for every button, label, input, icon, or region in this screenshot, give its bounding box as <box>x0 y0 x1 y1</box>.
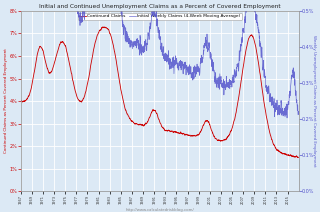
Title: Initial and Continued Unemployment Claims as a Percent of Covered Employment: Initial and Continued Unemployment Claim… <box>39 4 281 9</box>
Y-axis label: Weekly Unemployment Claims as Percent Covered Employment: Weekly Unemployment Claims as Percent Co… <box>312 35 316 167</box>
Continued Claims <box>296 156 300 159</box>
Line: Initial Weekly Claims (4-Week Moving Average): Initial Weekly Claims (4-Week Moving Ave… <box>21 0 299 118</box>
Continued Claims <box>19 99 23 102</box>
Continued Claims <box>235 107 239 109</box>
Initial Weekly Claims (4-Week Moving Average) <box>285 117 289 119</box>
Initial Weekly Claims (4-Week Moving Average) <box>297 112 300 115</box>
Legend: Continued Claims, Initial Weekly Claims (4-Week Moving Average): Continued Claims, Initial Weekly Claims … <box>78 13 242 20</box>
Initial Weekly Claims (4-Week Moving Average) <box>202 49 205 51</box>
Initial Weekly Claims (4-Week Moving Average) <box>80 21 84 23</box>
Initial Weekly Claims (4-Week Moving Average) <box>241 30 245 32</box>
Continued Claims <box>297 156 300 159</box>
Continued Claims <box>80 99 84 102</box>
Y-axis label: Continued Claims as Percent Covered Employment: Continued Claims as Percent Covered Empl… <box>4 49 8 153</box>
Continued Claims <box>35 58 38 61</box>
Continued Claims <box>57 46 61 49</box>
Continued Claims <box>101 26 105 28</box>
Continued Claims <box>202 124 205 127</box>
Line: Continued Claims: Continued Claims <box>21 27 299 157</box>
Text: http://www.calculatedriskblog.com/: http://www.calculatedriskblog.com/ <box>126 208 194 212</box>
Initial Weekly Claims (4-Week Moving Average) <box>235 65 239 68</box>
Continued Claims <box>241 68 245 71</box>
